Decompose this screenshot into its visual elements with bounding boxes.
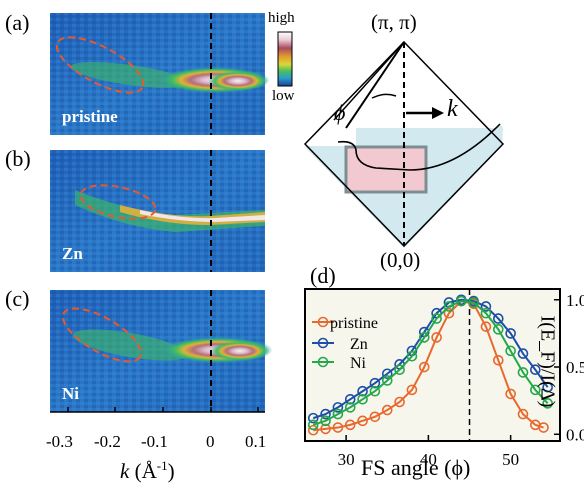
data-point: [381, 404, 393, 416]
data-point: [394, 396, 405, 408]
k-axis: [50, 407, 265, 413]
legend-label: Ni: [350, 355, 367, 372]
data-point: [307, 412, 319, 424]
y-tick-label: 1.0: [566, 291, 584, 310]
data-point: [369, 385, 381, 397]
data-point: [493, 354, 504, 366]
data-point: [530, 364, 541, 376]
panel-b-letter: (b): [5, 146, 31, 171]
data-point: [493, 313, 504, 324]
k-tick-label: -0.1: [141, 432, 168, 451]
data-point: [455, 295, 467, 307]
data-point: [530, 384, 541, 396]
data-point: [517, 367, 529, 378]
k-axis-symbol: k: [120, 459, 130, 483]
panel-d-letter: (d): [310, 263, 336, 288]
data-point: [320, 415, 331, 427]
legend-marker: [317, 316, 329, 328]
brillouin-zone-diagram: [303, 40, 505, 248]
panel-b-image: [50, 150, 265, 272]
data-point: [418, 332, 430, 343]
data-point: [357, 394, 368, 405]
panel-c-letter: (c): [5, 286, 30, 311]
data-point: [381, 375, 393, 386]
chart-xlabel: FS angle (ϕ): [361, 455, 471, 480]
data-point: [538, 422, 549, 433]
colorbar-high-label: high: [268, 10, 295, 26]
data-point: [480, 301, 492, 312]
panel-a-image: [50, 13, 270, 135]
arpes-panels: [50, 13, 293, 413]
data-point: [542, 381, 553, 393]
legend-label: pristine: [330, 315, 378, 332]
data-point: [443, 307, 455, 319]
data-point: [320, 423, 331, 435]
data-point: [307, 419, 319, 431]
data-point: [332, 402, 344, 413]
k-tick-label: -0.2: [94, 432, 121, 451]
data-point: [468, 297, 479, 308]
k-tick-label: 0: [206, 432, 215, 451]
data-point: [344, 419, 356, 431]
data-point: [357, 385, 368, 397]
data-point: [357, 415, 368, 427]
k-tick-label: -0.3: [46, 432, 73, 451]
y-tick-label: 0.0: [566, 425, 584, 444]
data-point: [381, 368, 393, 380]
data-point: [505, 388, 516, 400]
phi-label: ϕ: [334, 100, 346, 125]
data-point: [344, 402, 356, 413]
data-point: [406, 384, 418, 396]
data-point: [344, 394, 356, 405]
data-point: [431, 332, 442, 343]
colorbar-low-label: low: [272, 88, 295, 104]
chart-ylabel: I(E_F)/I(Δ): [536, 315, 559, 408]
panel-a-sample: pristine: [62, 107, 118, 126]
data-point: [480, 307, 492, 319]
data-point: [320, 408, 331, 420]
pi-pi-label: (π, π): [371, 10, 417, 34]
x-tick-label: 50: [502, 450, 519, 469]
data-point: [431, 313, 442, 324]
k-tick-label: 0.1: [245, 432, 267, 451]
panel-a-letter: (a): [5, 10, 30, 35]
panel-c-sample: Ni: [62, 384, 79, 403]
data-point: [505, 328, 516, 339]
data-point: [493, 324, 504, 335]
data-point: [369, 411, 381, 423]
data-point: [369, 377, 381, 389]
data-point: [517, 408, 529, 420]
panel-b-sample: Zn: [62, 244, 83, 263]
k-vector-label: k: [447, 96, 458, 122]
k-axis-unit-close: ): [167, 459, 175, 483]
x-tick-label: 30: [338, 450, 355, 469]
data-point: [332, 408, 344, 420]
data-point: [394, 364, 405, 376]
data-point: [307, 424, 319, 436]
series-line-zn: [312, 298, 549, 420]
data-point: [542, 398, 553, 409]
panel-c-image: [50, 290, 273, 412]
data-point: [443, 301, 455, 312]
data-point: [332, 422, 344, 433]
legend-marker: [317, 337, 329, 349]
x-tick-label: 40: [420, 450, 437, 469]
data-point: [418, 361, 430, 373]
data-point: [517, 348, 529, 359]
series-line-pristine: [313, 300, 544, 432]
legend-marker: [317, 356, 329, 368]
k-axis-unit: (Å: [134, 459, 157, 483]
k-axis-exponent: -1: [156, 458, 168, 473]
data-point: [406, 350, 418, 362]
colorbar: [277, 31, 293, 87]
y-tick-label: 0.5: [566, 358, 584, 377]
origin-label: (0,0): [380, 248, 421, 272]
k-axis-label: k (Å-1): [120, 458, 175, 484]
data-point: [480, 321, 492, 332]
data-point: [505, 345, 516, 357]
legend-label: Zn: [350, 336, 368, 353]
